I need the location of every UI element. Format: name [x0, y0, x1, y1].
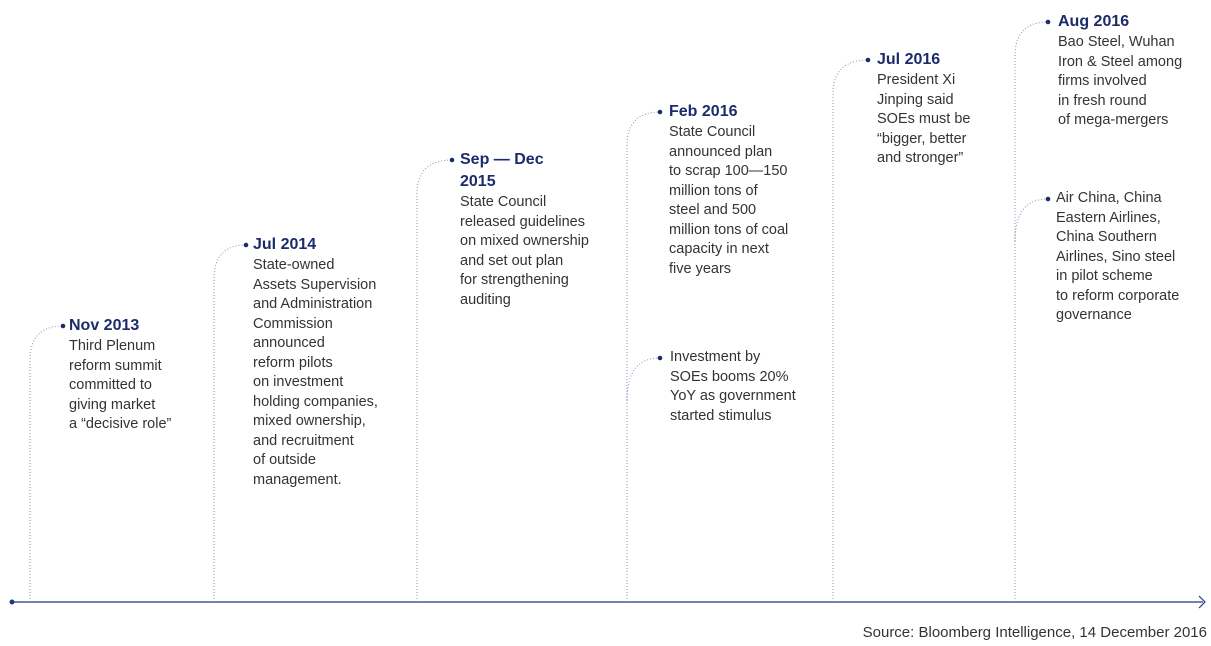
event-text: holding companies,: [253, 393, 378, 410]
event-text: on investment: [253, 374, 344, 390]
event-text: State Council: [460, 194, 547, 210]
event-text: Bao Steel, Wuhan: [1058, 34, 1175, 50]
event-date: Aug 2016: [1058, 13, 1130, 30]
event-text: Jinping said: [877, 91, 954, 108]
event-text: and set out plan: [460, 252, 564, 269]
event-text: in pilot scheme: [1056, 268, 1153, 284]
event-text: a “decisive role”: [69, 416, 172, 432]
connector: [1014, 198, 1049, 242]
event-text: Third Plenum: [69, 338, 156, 354]
event-date: Feb 2016: [669, 103, 738, 120]
event-text: for strengthening: [460, 272, 569, 288]
event-text: released guidelines: [460, 213, 585, 230]
axis-arrow: [1198, 595, 1206, 609]
event-text: Air China, China: [1056, 190, 1162, 206]
axis-start: [9, 599, 15, 605]
source: Source: Bloomberg Intelligence, 14 Decem…: [862, 624, 1207, 641]
event-text: to reform corporate: [1056, 287, 1180, 304]
event: Investment by SOEs booms 20% YoY as govern…: [670, 348, 796, 426]
event-text: Eastern Airlines,: [1056, 209, 1161, 226]
event-text: “bigger, better: [877, 130, 967, 147]
connector: [1014, 21, 1049, 602]
event-text: and recruitment: [253, 432, 354, 449]
event: Feb 2016 State Council announced plan to sc…: [669, 101, 788, 279]
event-text: announced: [253, 335, 325, 351]
event-text: started stimulus: [670, 407, 772, 424]
event-text: on mixed ownership: [460, 233, 589, 249]
event-text: Airlines, Sino steel: [1056, 248, 1176, 265]
event-text: and Administration: [253, 296, 373, 312]
event-text: giving market: [69, 396, 156, 413]
event: Jul 2014 State-owned Assets Supervision and…: [253, 234, 378, 490]
event-text: announced plan: [669, 143, 773, 160]
connector: [29, 325, 64, 602]
connector: [416, 159, 453, 602]
event-text: million tons of coal: [669, 221, 789, 238]
event-text: million tons of: [669, 182, 758, 199]
event-text: China Southern: [1056, 229, 1157, 245]
event-dot: [60, 323, 66, 329]
event-text: governance: [1056, 307, 1132, 323]
event-text: Investment by: [670, 349, 761, 365]
event-date: Jul 2016: [877, 51, 941, 68]
event-text: firms involved: [1058, 73, 1147, 89]
event-text: in fresh round: [1058, 92, 1147, 109]
event-text: State-owned: [253, 257, 335, 273]
event-text: Assets Supervision: [253, 276, 377, 293]
event-text: steel and 500: [669, 202, 757, 218]
event: Aug 2016 Bao Steel, Wuhan Iron & Steel amo…: [1058, 11, 1182, 131]
event-text: YoY as government: [670, 388, 796, 404]
connector: [832, 59, 869, 602]
event-dot: [243, 242, 249, 248]
event-text: of mega-mergers: [1058, 112, 1169, 128]
event-dot: [1045, 19, 1051, 25]
event-date: Sep — Dec 2015: [460, 151, 544, 190]
event-text: to scrap 100—150: [669, 163, 788, 179]
event-date: Nov 2013: [69, 317, 140, 334]
event: Jul 2016 President Xi Jinping said SOEs mus…: [877, 49, 970, 169]
event-text: reform summit: [69, 357, 162, 374]
event-text: President Xi: [877, 72, 956, 88]
event-text: SOEs booms 20%: [670, 368, 789, 385]
event-text: SOEs must be: [877, 111, 971, 127]
connector: [213, 244, 247, 602]
event-text: and stronger”: [877, 150, 964, 166]
event-text: mixed ownership,: [253, 413, 366, 429]
event-dot: [865, 57, 871, 63]
event-text: reform pilots: [253, 354, 333, 371]
event-dot: [657, 355, 663, 361]
event: Air China, China Eastern Airlines, China S…: [1056, 189, 1179, 326]
event-text: State Council: [669, 124, 756, 140]
connector: [626, 111, 661, 602]
event-text: capacity in next: [669, 241, 769, 257]
event-text: auditing: [460, 291, 511, 308]
event: Sep — Dec 2015 State Council released guid…: [460, 149, 589, 310]
event-text: Commission: [253, 315, 333, 332]
event-dot: [657, 109, 663, 115]
event-dot: [449, 157, 455, 163]
event-dot: [1045, 196, 1051, 202]
event-text: committed to: [69, 377, 152, 393]
connector: [626, 357, 661, 401]
event-text: five years: [669, 260, 732, 277]
event-text: of outside: [253, 452, 316, 468]
event-text: management.: [253, 471, 342, 488]
event: Nov 2013 Third Plenum reform summit committ…: [69, 315, 171, 435]
event-text: Iron & Steel among: [1058, 53, 1183, 70]
event-date: Jul 2014: [253, 236, 317, 253]
